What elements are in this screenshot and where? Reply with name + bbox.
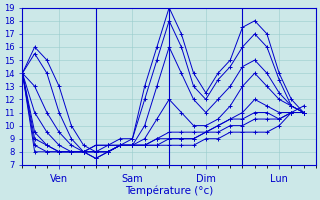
X-axis label: Température (°c): Température (°c) bbox=[125, 185, 213, 196]
